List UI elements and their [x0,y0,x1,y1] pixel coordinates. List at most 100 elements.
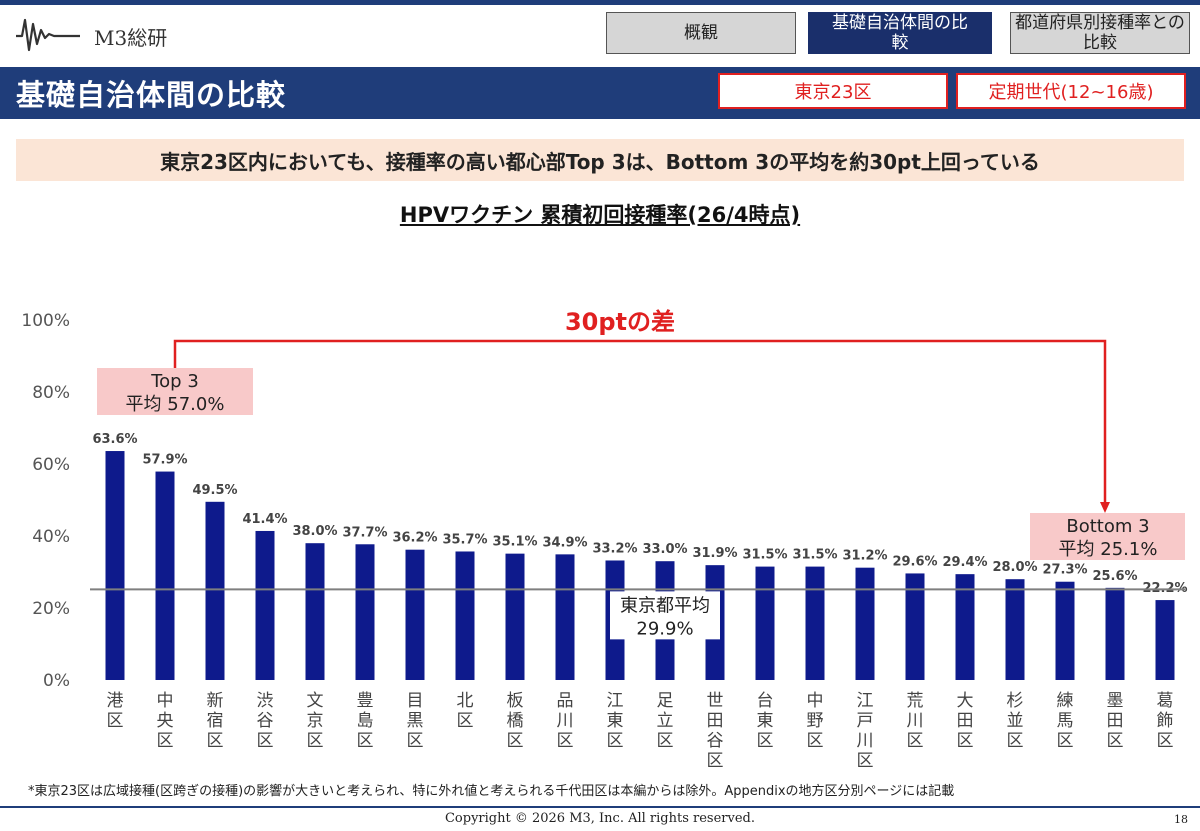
page-number: 18 [1174,813,1188,826]
x-tick-label: 江戸川区 [857,691,874,771]
bar-value-label: 37.7% [342,525,387,540]
footer-line [0,806,1200,808]
age-group-badge: 定期世代(12~16歳) [956,73,1186,109]
top-accent-line [0,0,1200,5]
x-tick-label: 葛飾区 [1157,691,1174,751]
bar-value-label: 41.4% [242,512,287,527]
m3-logo: M3総研 [14,14,184,54]
bar-value-label: 33.0% [642,542,687,557]
x-tick-label: 渋谷区 [257,691,274,751]
bar [755,566,775,680]
bracket-line [173,339,1107,502]
y-tick-label: 40% [32,527,70,547]
bar-value-label: 28.0% [992,560,1037,575]
chart-title: HPVワクチン 累積初回接種率(26/4時点) [399,203,801,227]
bar-value-label: 31.5% [792,548,837,563]
key-message: 東京23区内においても、接種率の高い都心部Top 3は、Bottom 3の平均を… [16,139,1184,181]
top3-callout-box [97,368,253,415]
bar-chart: 0% 20% 40% 60% 80% 100% 63.6% 57.9% 49.5% 41.4% 3… [21,308,1188,771]
x-tick-label: 北区 [457,691,474,731]
bar-value-label: 35.7% [442,532,487,547]
bar [405,549,425,680]
region-badge: 東京23区 [718,73,948,109]
x-tick-label: 大田区 [957,691,974,751]
bar-value-label: 35.1% [492,535,537,550]
tab-prefecture-comparison[interactable]: 都道府県別接種率との比較 [1010,12,1190,54]
bar-value-label: 29.6% [892,554,937,569]
top3-label: Top 3 [150,371,199,392]
y-tick-label: 60% [32,455,70,475]
bar-value-label: 27.3% [1042,563,1087,578]
bar-value-label: 36.2% [392,531,437,546]
bar-value-label: 33.2% [592,541,637,556]
bar [1155,600,1175,680]
x-tick-label: 品川区 [557,691,574,751]
x-tick-label: 豊島区 [357,691,374,751]
bottom3-average: 平均 25.1% [1059,539,1158,560]
logo-text: M3総研 [94,26,168,50]
group-callouts: Top 3平均 57.0% Bottom 3平均 25.1% [97,368,1185,560]
tab-prefecture-comparison-label: 都道府県別接種率との比較 [1015,13,1185,53]
y-tick-label: 20% [32,599,70,619]
bar [455,551,475,680]
tokyo-average-box [610,591,720,640]
x-tick-label: 板橋区 [507,691,524,751]
tab-municipality-comparison[interactable]: 基礎自治体間の比較 [808,12,992,54]
x-tick-label: 荒川区 [907,691,924,751]
difference-bracket: 30ptの差 [173,308,1110,513]
bar [555,554,575,680]
tokyo-average-label: 東京都平均 [620,595,710,616]
bar [205,501,225,680]
bar-value-label: 49.5% [192,483,237,498]
page-title: 基礎自治体間の比較 [16,78,287,112]
bar [1105,587,1125,680]
bar [905,573,925,680]
copyright: Copyright © 2026 M3, Inc. All rights res… [444,811,756,826]
x-tick-label: 文京区 [307,691,324,751]
bar [355,544,375,680]
tab-overview-label: 概観 [684,23,718,43]
bar-value-label: 29.4% [942,555,987,570]
bar-value-label: 31.9% [692,546,737,561]
difference-label: 30ptの差 [565,308,675,336]
footnote: *東京23区は広域接種(区跨ぎの接種)の影響が大きいと考えられ、特に外れ値と考え… [28,784,955,799]
bar-value-label: 25.6% [1092,569,1137,584]
top3-average: 平均 57.0% [126,394,225,415]
x-tick-label: 中野区 [807,691,824,751]
bottom3-callout-box [1030,513,1185,560]
x-tick-label: 中央区 [157,691,174,751]
bottom3-label: Bottom 3 [1066,516,1149,537]
x-tick-label: 世田谷区 [707,691,724,771]
bar [255,530,275,680]
x-tick-label: 練馬区 [1057,691,1074,751]
x-tick-label: 目黒区 [407,691,424,751]
bars-group: 63.6% 57.9% 49.5% 41.4% 38.0% 37.7% 36.2% 35.7%… [92,432,1188,680]
x-tick-label: 台東区 [757,691,774,751]
x-tick-label: 墨田区 [1107,691,1124,751]
y-tick-label: 80% [32,383,70,403]
bar-value-label: 31.5% [742,548,787,563]
bar [855,567,875,680]
bar [805,566,825,680]
bar-value-label: 34.9% [542,535,587,550]
waveform-logo-icon [16,18,80,52]
tab-overview[interactable]: 概観 [606,12,796,54]
y-axis: 0% 20% 40% 60% 80% 100% [21,311,70,691]
bar [1055,581,1075,680]
y-tick-label: 100% [21,311,70,331]
x-tick-label: 江東区 [607,691,624,751]
x-axis-labels: 港区 中央区 新宿区 渋谷区 文京区 豊島区 目黒区 北区 板橋区 品川区 江東区 足立区 世田谷区 台東… [107,691,1174,771]
bar-value-label: 38.0% [292,524,337,539]
tab-municipality-comparison-label: 基礎自治体間の比較 [832,13,968,53]
x-tick-label: 足立区 [657,691,674,751]
bar [155,471,175,680]
bar-value-label: 63.6% [92,432,137,447]
arrow-head-icon [1100,502,1110,513]
bar-value-label: 31.2% [842,549,887,564]
y-tick-label: 0% [43,671,70,691]
bar-value-label: 57.9% [142,453,187,468]
x-tick-label: 港区 [107,691,124,731]
x-tick-label: 新宿区 [207,691,224,751]
x-tick-label: 杉並区 [1007,691,1024,751]
